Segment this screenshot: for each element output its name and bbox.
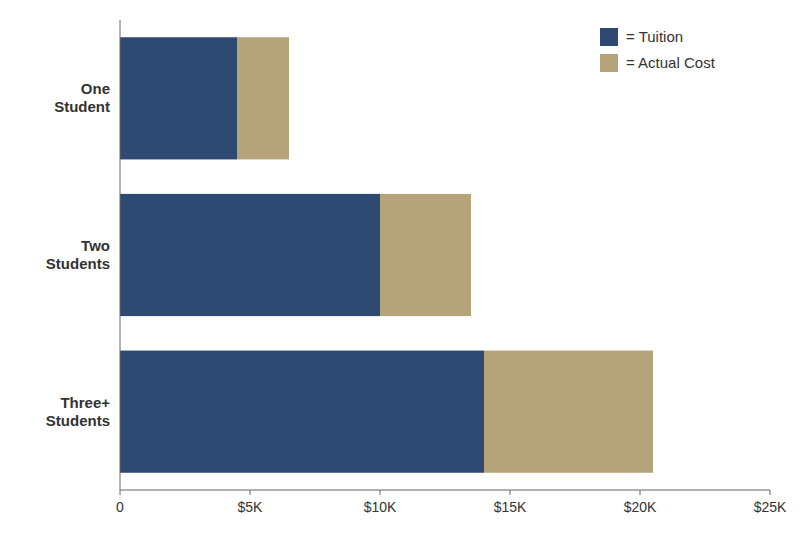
bar xyxy=(120,351,484,473)
x-axis-line xyxy=(120,490,770,491)
x-tick xyxy=(120,490,121,495)
bar xyxy=(120,37,237,159)
chart: 0$5K$10K$15K$20K$25KOneStudentTwoStudent… xyxy=(0,0,800,540)
axes: 0$5K$10K$15K$20K$25KOneStudentTwoStudent… xyxy=(46,20,787,515)
category-label: OneStudent xyxy=(54,80,110,115)
bar xyxy=(237,37,289,159)
x-tick xyxy=(380,490,381,495)
category-label-line: Three+ xyxy=(60,394,110,411)
bars xyxy=(120,37,653,473)
x-tick xyxy=(250,490,251,495)
legend-swatch xyxy=(600,28,618,46)
bar xyxy=(484,351,653,473)
x-tick-label: $10K xyxy=(364,499,397,515)
bar xyxy=(120,194,380,316)
category-label-line: Student xyxy=(54,98,110,115)
category-label-line: Students xyxy=(46,412,110,429)
legend-swatch xyxy=(600,54,618,72)
x-tick-label: $5K xyxy=(238,499,264,515)
category-label-line: Students xyxy=(46,255,110,272)
x-tick-label: $25K xyxy=(754,499,787,515)
legend: = Tuition = Actual Cost xyxy=(600,28,716,72)
y-axis-line xyxy=(120,20,121,490)
x-tick-label: $20K xyxy=(624,499,657,515)
legend-label: = Actual Cost xyxy=(626,54,716,71)
category-label-line: One xyxy=(81,80,110,97)
x-tick-label: 0 xyxy=(116,499,124,515)
category-label: TwoStudents xyxy=(46,237,110,272)
category-label-line: Two xyxy=(81,237,110,254)
x-tick-label: $15K xyxy=(494,499,527,515)
x-tick xyxy=(640,490,641,495)
legend-label: = Tuition xyxy=(626,28,683,45)
bar xyxy=(380,194,471,316)
x-tick xyxy=(770,490,771,495)
category-label: Three+Students xyxy=(46,394,110,429)
x-tick xyxy=(510,490,511,495)
